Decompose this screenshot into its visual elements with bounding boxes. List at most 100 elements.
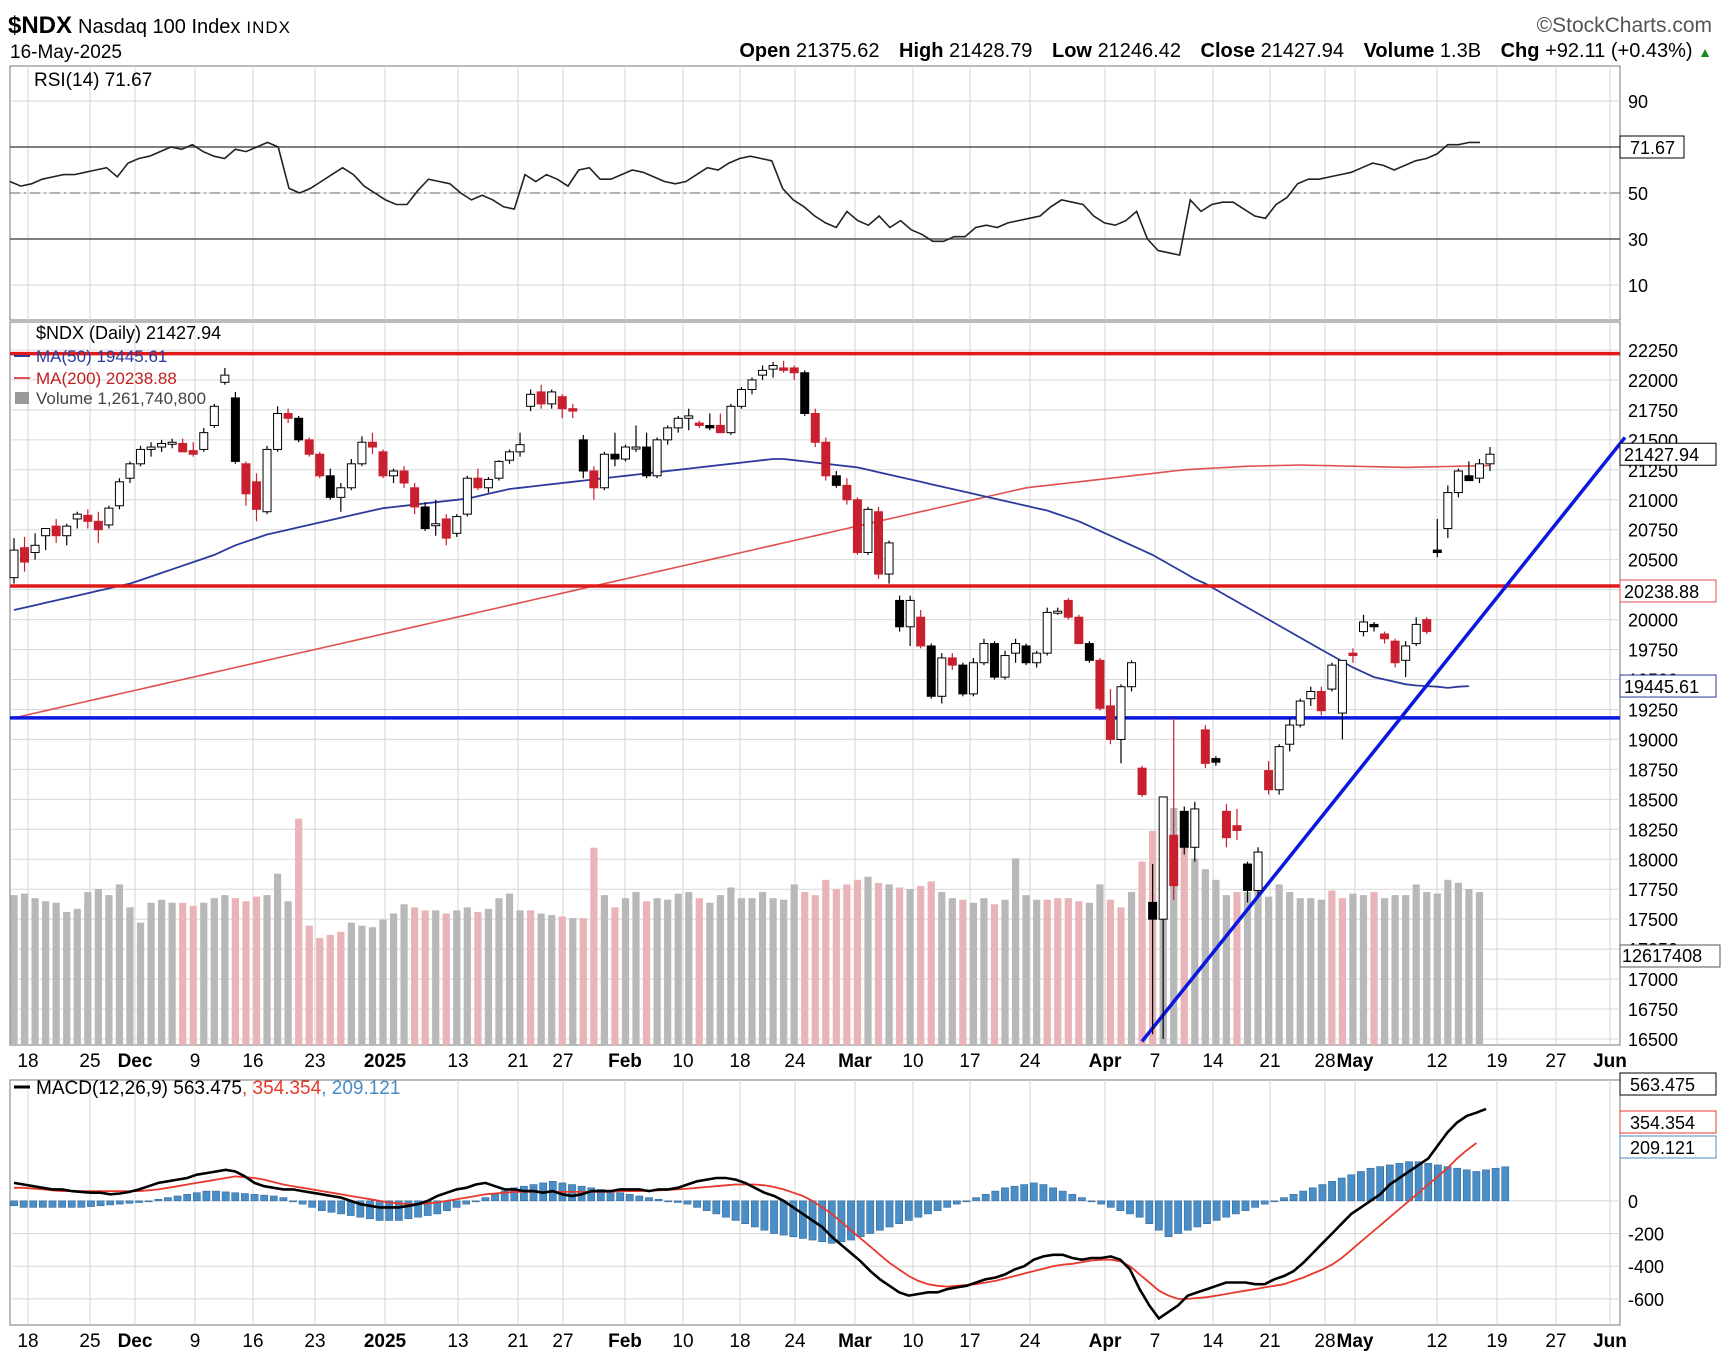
ohlc-summary: Open 21375.62 High 21428.79 Low 21246.42…	[725, 40, 1712, 63]
volume-bar	[621, 898, 630, 1045]
volume-bar	[73, 908, 81, 1045]
x-tick-label: 27	[552, 1051, 573, 1072]
macd-histogram-bar	[260, 1194, 268, 1202]
macd-histogram-bar	[587, 1187, 596, 1202]
volume-bar	[10, 895, 18, 1045]
candle-body	[20, 547, 30, 563]
macd-histogram-bar	[1453, 1167, 1461, 1202]
volume-bar	[326, 934, 334, 1045]
x-tick-label: Jun	[1593, 1331, 1627, 1352]
x-tick-label: 17	[959, 1331, 980, 1352]
candle-body	[273, 412, 283, 450]
volume-bar	[52, 902, 60, 1045]
x-tick-label: 16	[242, 1331, 263, 1352]
macd-histogram-bar	[1155, 1200, 1163, 1231]
candle-body	[1200, 729, 1210, 764]
x-tick-label: 7	[1150, 1051, 1161, 1072]
macd-histogram-bar	[1183, 1200, 1192, 1231]
volume-bar	[1212, 879, 1220, 1045]
volume-bar	[453, 910, 461, 1045]
x-tick-label: 25	[79, 1051, 100, 1072]
candle-body	[747, 379, 757, 391]
candle-body	[968, 662, 978, 695]
macd-histogram-bar	[924, 1200, 932, 1215]
macd-histogram-bar	[279, 1197, 288, 1202]
candle-body	[1190, 808, 1200, 848]
volume-bar	[368, 927, 377, 1045]
candle-body	[758, 369, 768, 376]
rsi-tick-label: 30	[1628, 230, 1648, 250]
x-tick-label: 10	[902, 1331, 923, 1352]
candle-body	[30, 544, 40, 553]
x-tick-label: Feb	[608, 1051, 642, 1072]
macd-histogram-bar	[173, 1195, 182, 1202]
macd-histogram-bar	[462, 1200, 471, 1205]
macd-histogram-bar	[1174, 1200, 1182, 1234]
chart-date: 16-May-2025	[10, 42, 122, 63]
x-tick-label: Jun	[1593, 1051, 1627, 1072]
volume-bar	[63, 911, 71, 1045]
histogram-value-tag	[1619, 1135, 1717, 1159]
x-tick-label: 21	[507, 1331, 528, 1352]
x-tick-label: 19	[1486, 1051, 1507, 1072]
macd-histogram-bar	[1366, 1167, 1375, 1202]
x-tick-label: 18	[17, 1051, 38, 1072]
candle-body	[810, 412, 820, 443]
volume-bar	[832, 888, 840, 1045]
price-tick-label: 16750	[1628, 1000, 1678, 1020]
candle-body	[652, 439, 662, 477]
candle-body	[937, 657, 947, 697]
volume-bar	[210, 898, 218, 1045]
candle-body	[367, 441, 377, 448]
price-tick-label: 17000	[1628, 970, 1678, 990]
candle-body	[905, 599, 915, 628]
price-tick-label: 19000	[1628, 730, 1678, 750]
macd-histogram-bar	[876, 1200, 884, 1231]
x-tick-label: 21	[507, 1051, 528, 1072]
volume-value: 1.3B	[1439, 40, 1482, 62]
candle-body	[315, 453, 325, 477]
volume-bar	[780, 899, 788, 1045]
macd-histogram-bar	[722, 1200, 730, 1218]
candle-body	[1390, 640, 1400, 664]
candle-body	[283, 412, 293, 419]
candle-body	[230, 397, 240, 462]
macd-histogram-bar	[481, 1197, 490, 1202]
macd-histogram-bar	[154, 1198, 163, 1202]
candle-body	[578, 439, 588, 472]
x-tick-label: 27	[1545, 1051, 1566, 1072]
macd-histogram-bar	[1058, 1190, 1067, 1202]
candle-body	[1264, 770, 1274, 791]
candle-body	[410, 487, 420, 508]
candle-body	[1253, 851, 1263, 891]
macd-histogram-bar	[827, 1200, 836, 1244]
macd-histogram-bar	[96, 1200, 105, 1207]
volume-bar	[442, 913, 450, 1045]
volume-bar	[896, 887, 904, 1045]
volume-bar	[1370, 892, 1378, 1045]
x-tick-label: May	[1337, 1051, 1374, 1072]
volume-bar	[1064, 898, 1072, 1045]
x-tick-label: 13	[447, 1331, 468, 1352]
macd-histogram-bar	[318, 1200, 326, 1211]
volume-bar	[1106, 899, 1115, 1045]
candle-body	[378, 451, 388, 477]
macd-histogram-bar	[1289, 1194, 1298, 1202]
macd-histogram-bar	[192, 1192, 201, 1202]
macd-histogram-bar	[1126, 1200, 1134, 1215]
macd-histogram-bar	[847, 1200, 855, 1241]
macd-histogram-bar	[1443, 1166, 1452, 1202]
candle-body	[199, 432, 209, 450]
ma50-line	[13, 458, 1469, 689]
macd-tick-label: 0	[1628, 1192, 1638, 1212]
macd-histogram-bar	[1164, 1200, 1173, 1238]
macd-histogram-bar	[1116, 1200, 1125, 1211]
x-tick-label: 12	[1426, 1331, 1447, 1352]
macd-histogram-bar	[1078, 1197, 1086, 1202]
macd-histogram-bar	[67, 1200, 76, 1208]
price-tick-label: 20500	[1628, 551, 1678, 571]
volume-bar	[432, 910, 440, 1045]
rsi-value-label: 71.67	[1630, 138, 1675, 158]
volume-bar	[1085, 902, 1093, 1045]
candle-body	[1485, 453, 1495, 465]
